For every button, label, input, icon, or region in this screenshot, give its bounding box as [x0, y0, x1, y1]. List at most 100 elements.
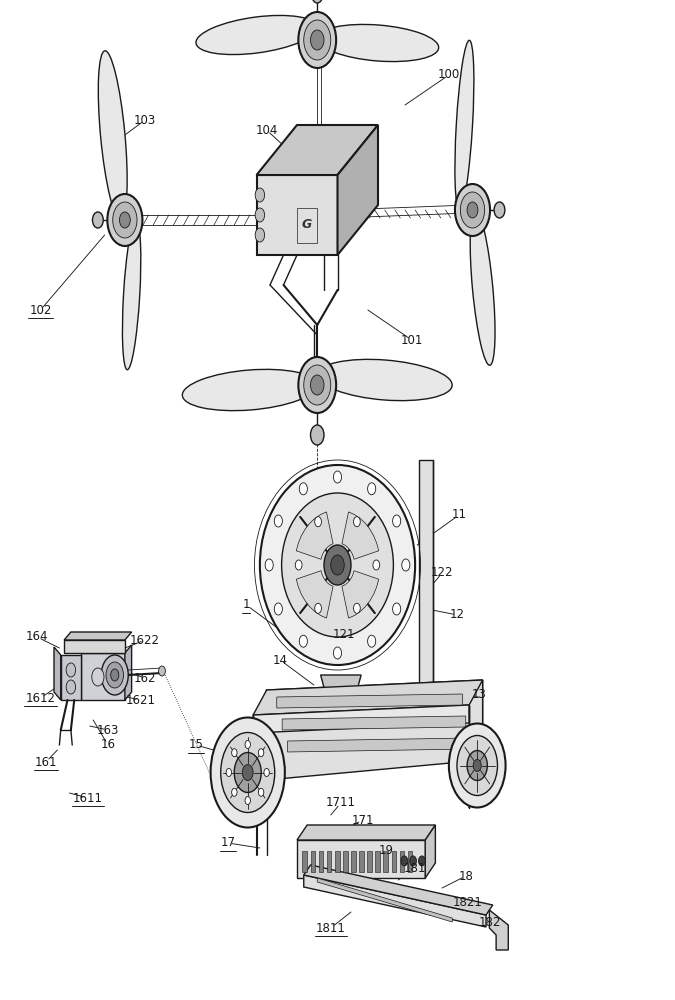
Polygon shape	[304, 865, 493, 915]
Text: 1612: 1612	[26, 692, 55, 704]
Circle shape	[455, 184, 490, 236]
Text: 1711: 1711	[326, 796, 356, 810]
Polygon shape	[408, 851, 412, 872]
Text: 1821: 1821	[453, 897, 483, 910]
Text: 163: 163	[97, 724, 119, 736]
Ellipse shape	[317, 359, 452, 401]
Polygon shape	[267, 680, 483, 780]
Polygon shape	[253, 680, 483, 715]
Text: 1611: 1611	[73, 792, 103, 804]
Polygon shape	[256, 125, 378, 175]
Circle shape	[460, 192, 485, 228]
Polygon shape	[288, 738, 469, 752]
Text: 100: 100	[438, 68, 460, 82]
Polygon shape	[343, 851, 348, 872]
Text: 182: 182	[478, 916, 501, 929]
Polygon shape	[321, 675, 361, 700]
Polygon shape	[359, 851, 364, 872]
Ellipse shape	[196, 15, 317, 55]
Circle shape	[259, 749, 264, 757]
Circle shape	[274, 515, 282, 527]
Ellipse shape	[260, 465, 415, 665]
Circle shape	[494, 202, 505, 218]
Circle shape	[245, 796, 250, 804]
Circle shape	[324, 545, 351, 585]
Circle shape	[310, 30, 324, 50]
Polygon shape	[342, 512, 379, 559]
Ellipse shape	[211, 718, 285, 827]
Polygon shape	[296, 571, 333, 618]
Polygon shape	[253, 705, 469, 733]
Circle shape	[298, 12, 336, 68]
Polygon shape	[375, 851, 380, 872]
Ellipse shape	[317, 24, 439, 62]
Text: 19: 19	[379, 843, 394, 856]
Circle shape	[333, 471, 342, 483]
Text: 1811: 1811	[316, 922, 346, 934]
Circle shape	[92, 212, 103, 228]
Circle shape	[159, 666, 165, 676]
Circle shape	[274, 603, 282, 615]
Text: 17: 17	[221, 836, 236, 849]
Polygon shape	[54, 647, 61, 700]
Ellipse shape	[221, 732, 275, 812]
Circle shape	[373, 560, 379, 570]
Text: 162: 162	[134, 672, 157, 685]
Circle shape	[299, 635, 307, 647]
Polygon shape	[253, 690, 267, 818]
Ellipse shape	[234, 752, 261, 792]
Ellipse shape	[122, 220, 141, 370]
Text: 16: 16	[101, 738, 115, 752]
Text: 103: 103	[134, 113, 156, 126]
Circle shape	[418, 856, 425, 866]
Text: G: G	[302, 219, 313, 232]
Circle shape	[255, 208, 265, 222]
Text: 121: 121	[333, 628, 356, 641]
Text: 104: 104	[255, 123, 278, 136]
Ellipse shape	[111, 669, 119, 681]
Text: 12: 12	[450, 608, 465, 621]
Circle shape	[467, 202, 478, 218]
Circle shape	[354, 603, 360, 613]
Text: 164: 164	[26, 631, 49, 644]
Ellipse shape	[281, 493, 394, 637]
Circle shape	[245, 740, 250, 748]
Circle shape	[92, 668, 104, 686]
Circle shape	[255, 188, 265, 202]
Polygon shape	[418, 460, 433, 695]
Polygon shape	[327, 851, 331, 872]
Ellipse shape	[99, 51, 127, 219]
Polygon shape	[310, 851, 315, 872]
Polygon shape	[296, 512, 333, 559]
Text: 181: 181	[404, 861, 427, 874]
Polygon shape	[317, 878, 452, 922]
Polygon shape	[319, 851, 323, 872]
Circle shape	[333, 647, 342, 659]
Text: 1: 1	[242, 598, 250, 611]
Polygon shape	[425, 825, 435, 878]
Circle shape	[310, 425, 324, 445]
Polygon shape	[297, 840, 425, 878]
Text: 13: 13	[472, 688, 487, 702]
Ellipse shape	[449, 724, 506, 808]
Circle shape	[119, 212, 130, 228]
Text: 101: 101	[400, 334, 423, 347]
Circle shape	[107, 194, 142, 246]
Polygon shape	[64, 640, 125, 653]
Ellipse shape	[242, 764, 253, 780]
Polygon shape	[489, 910, 508, 950]
Circle shape	[66, 680, 76, 694]
Text: 15: 15	[188, 738, 203, 752]
Circle shape	[265, 559, 273, 571]
Circle shape	[315, 603, 321, 613]
Ellipse shape	[467, 750, 487, 780]
Circle shape	[368, 635, 376, 647]
Text: 11: 11	[452, 508, 466, 522]
Polygon shape	[335, 851, 340, 872]
Polygon shape	[125, 645, 132, 700]
Circle shape	[393, 603, 401, 615]
Circle shape	[368, 483, 376, 495]
Polygon shape	[282, 716, 466, 730]
Text: 14: 14	[273, 654, 288, 667]
Polygon shape	[392, 851, 396, 872]
